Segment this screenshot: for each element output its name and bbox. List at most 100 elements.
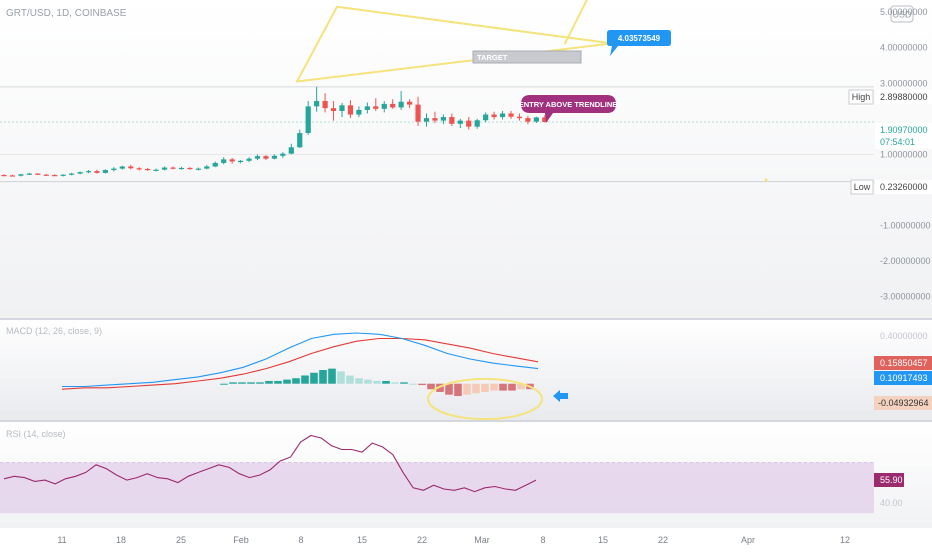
highlight-arrow[interactable] [553,390,568,402]
price-tick: 3.00000000 [880,78,928,88]
candle-body [119,166,125,169]
candle-body [85,171,92,173]
price-tick: 5.00000000 [880,7,928,17]
macd-histogram-bar [238,382,246,384]
rsi-series [0,434,874,514]
last-price-box [875,123,932,149]
time-tick: Feb [233,535,249,545]
candle-body [542,117,548,123]
high-value-box [875,90,932,104]
candle-body [263,156,269,159]
target-callout[interactable] [607,30,671,56]
time-tick: 22 [658,535,668,545]
rsi-tick: 40.00 [880,498,903,508]
trendline[interactable] [564,0,603,45]
macd-histogram-bar [229,382,237,384]
candle-body [221,159,227,163]
macd-histogram-bar [274,380,282,384]
time-tick: 25 [176,535,186,545]
macd-histogram-bar [418,383,426,386]
macd-series [61,332,568,420]
price-pane[interactable] [0,0,932,318]
low-tag [850,179,874,195]
macd-histogram-bar [517,383,525,390]
candle-body [483,114,489,121]
candle-body [415,104,421,122]
macd-histogram-bar [508,383,516,391]
target-box-label: TARGET [477,53,508,62]
macd-histogram-bar [445,383,453,395]
candle-body [356,109,362,115]
candle-body [178,167,185,170]
candle-body [525,118,531,122]
candle-body [330,108,337,111]
macd-line [62,332,539,388]
candle-body [288,147,294,154]
macd-title: MACD (12, 26, close, 9) [6,326,102,336]
candle-body [153,169,159,171]
trendline[interactable] [296,42,613,83]
trendline[interactable] [296,5,338,83]
trendline[interactable] [336,5,613,45]
candle-body [170,167,176,169]
candle-body [1,175,7,177]
candle-body [474,120,480,127]
time-tick: 15 [598,535,608,545]
highlight-ellipse[interactable] [427,378,543,420]
entry-callout[interactable] [521,95,616,123]
time-tick: 18 [116,535,126,545]
target-callout-label: 4.03573549 [618,34,661,43]
high-value: 2.89880000 [880,92,928,102]
pane-divider[interactable] [0,318,932,320]
candle-body [128,166,134,169]
candle-body [491,114,497,118]
candle-body [271,155,277,159]
candle-body [423,118,430,122]
macd-histogram-bar [490,383,498,391]
rsi-value-box [874,473,904,487]
pane-divider[interactable] [0,420,932,422]
candle-body [347,105,354,115]
macd-histogram-bar [391,382,399,384]
time-tick: Mar [474,535,490,545]
candle-body [280,153,286,156]
macd-pane[interactable] [0,320,932,420]
candle-body [161,167,168,170]
candle-body [145,168,151,171]
candle-body [339,105,345,111]
time-axis[interactable] [0,528,932,550]
candle-body [533,117,539,122]
macd-histogram-bar [400,382,408,384]
rsi-value: 55.90 [880,475,903,485]
candle-body [60,174,66,176]
countdown: 07:54:01 [880,137,915,147]
price-tick: 1.00000000 [880,149,928,159]
candle-body [305,106,311,134]
candle-body [432,118,438,121]
candle-body [440,117,446,121]
rsi-title: RSI (14, close) [6,429,66,439]
currency-button[interactable] [890,5,914,23]
low-label: Low [854,182,871,192]
macd-histogram-bar [328,368,336,384]
candle-body [390,103,396,108]
candle-body [195,168,201,170]
candle-body [204,166,210,169]
macd-histogram-bar [373,380,381,384]
macd-histogram-bar [301,375,309,384]
candle-body [246,158,252,161]
price-tick: -2.00000000 [880,256,931,266]
time-tick: 22 [417,535,427,545]
macd-histogram-bar [409,383,417,385]
price-axis[interactable]: 5.00000000 4.00000000 3.00000000 1.00000000… [880,7,931,302]
candle-body [466,120,472,127]
target-box[interactable] [472,50,582,64]
high-tag [848,89,874,105]
candle-body [516,116,523,119]
price-tick: -3.00000000 [880,292,931,302]
low-value-box [875,180,932,194]
histogram-value-box [874,396,932,410]
candle-body [499,113,506,118]
